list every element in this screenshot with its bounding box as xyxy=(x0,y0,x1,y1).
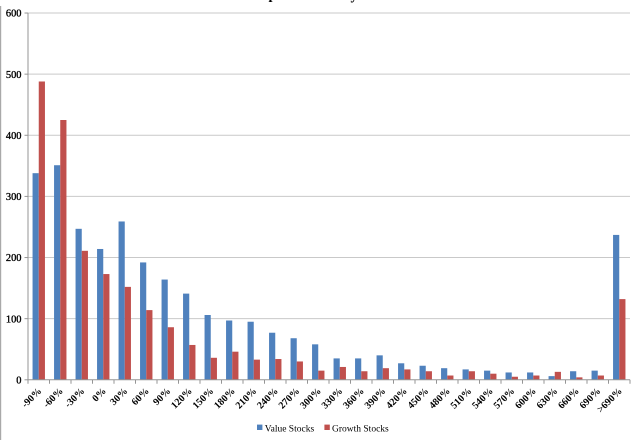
svg-text:Value Stocks: Value Stocks xyxy=(265,425,315,435)
svg-text:500: 500 xyxy=(6,70,22,81)
svg-text:0: 0 xyxy=(16,375,21,386)
svg-text:600: 600 xyxy=(6,9,22,20)
svg-text:300: 300 xyxy=(6,192,22,203)
svg-text:Growth Stocks: Growth Stocks xyxy=(332,425,389,435)
svg-text:200: 200 xyxy=(6,253,22,264)
svg-text:400: 400 xyxy=(6,131,22,142)
svg-text:p: p xyxy=(269,0,277,3)
svg-text:y: y xyxy=(351,0,359,4)
svg-text:100: 100 xyxy=(6,314,22,325)
